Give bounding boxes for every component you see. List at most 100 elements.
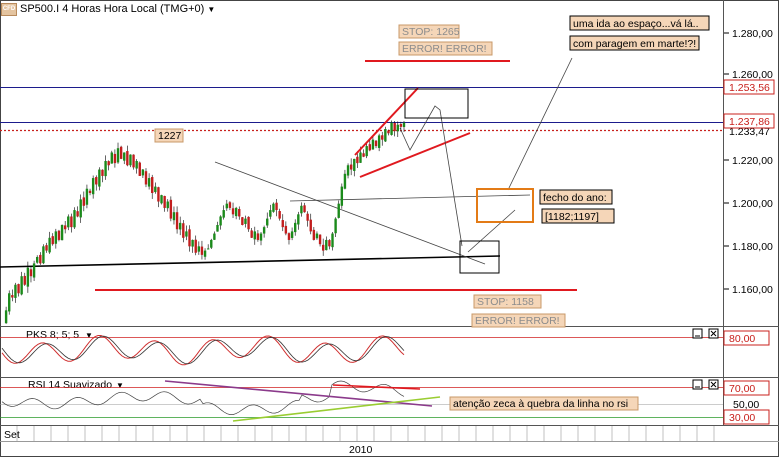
candle-bull — [353, 158, 356, 171]
candle-bear — [144, 171, 148, 185]
price-tick-label: 1.160,00 — [732, 284, 773, 296]
comment-box: uma ida ao espaço...vá lá.. com paragem … — [569, 15, 710, 51]
candle-bear — [284, 225, 288, 234]
candle-bull — [290, 231, 294, 238]
candle-bear — [321, 244, 325, 251]
label-1227: 1227 — [154, 128, 184, 143]
candle-bear — [399, 123, 403, 127]
candle-bear — [241, 217, 244, 225]
candle-bear — [126, 151, 129, 166]
projection-path — [399, 105, 463, 247]
rsi-level-30-text: 30,00 — [729, 412, 755, 424]
candle-bear — [95, 177, 98, 185]
candle-bull — [325, 239, 328, 251]
rsi-dropdown-icon[interactable]: ▼ — [116, 381, 124, 390]
candle-bear — [250, 230, 253, 238]
candle-bear — [157, 187, 160, 202]
candle-bull — [141, 169, 145, 176]
candle-bull — [244, 218, 247, 224]
support-trendline — [0, 255, 501, 268]
candle-bull — [147, 178, 151, 187]
stop-label-bottom-text: STOP: 1158 — [477, 296, 534, 308]
chart-title: SP500.I 4 Horas Hora Local (TMG+0) — [20, 3, 205, 15]
candle-bull — [234, 207, 238, 217]
candle-bull — [60, 225, 64, 241]
candle-bear — [11, 295, 14, 298]
candle-bear — [194, 239, 197, 253]
stop-label-top: STOP: 1265 — [398, 24, 460, 39]
candle-bull — [110, 152, 113, 164]
candle-bull — [26, 267, 30, 287]
candle-bear — [356, 156, 359, 164]
year-close-line-2: [1182;1197] — [545, 211, 599, 223]
rsi-minimize-icon[interactable] — [692, 379, 703, 390]
candle-bull — [365, 146, 368, 157]
error-label-bottom: ERROR! ERROR! — [471, 313, 566, 328]
year-close-box — [476, 188, 534, 223]
candle-bull — [377, 135, 381, 148]
price-tick-label: 1.220,00 — [732, 155, 773, 167]
candle-bull — [4, 310, 8, 324]
candle-bear — [57, 230, 61, 240]
chart-header[interactable]: CFD SP500.I 4 Horas Hora Local (TMG+0) ▼ — [1, 2, 215, 16]
rsi-level-50-text: 50,00 — [733, 399, 759, 411]
candle-bull — [213, 233, 216, 240]
candle-bull — [48, 237, 51, 253]
candle-bull — [91, 178, 95, 195]
candle-bull — [129, 154, 132, 166]
candle-bear — [17, 284, 20, 294]
candle-bear — [107, 161, 110, 166]
rsi-level-70-text: 70,00 — [729, 383, 755, 395]
candle-bull — [14, 284, 17, 298]
candle-bear — [163, 195, 166, 208]
candle-bear — [76, 211, 79, 217]
candle-bear — [200, 246, 204, 255]
price-marker-current-label: 1.237,86 — [729, 116, 770, 128]
rsi-label[interactable]: RSI 14 Suavizado — [28, 379, 112, 391]
pks-panel-controls[interactable] — [692, 328, 719, 339]
candle-bear — [309, 219, 312, 232]
rsi-comment: atenção zeca à quebra da linha no rsi — [449, 396, 639, 411]
candle-bear — [275, 202, 278, 211]
price-axis: 1.280,00 1.260,00 1.220,00 1.200,00 1.18… — [724, 28, 773, 296]
candle-bull — [172, 212, 176, 221]
candle-bear — [228, 202, 232, 208]
candle-bear — [387, 130, 390, 134]
candle-bull — [294, 222, 297, 233]
candle-bull — [79, 199, 82, 218]
candle-bull — [191, 239, 194, 247]
candle-bull — [371, 139, 375, 150]
pks-minimize-icon[interactable] — [692, 328, 703, 339]
label-1227-text: 1227 — [158, 130, 182, 142]
candle-bear — [88, 190, 92, 193]
candle-bull — [166, 201, 169, 209]
price-marker-upper: 1.253,56 — [723, 79, 775, 95]
candle-bear — [368, 144, 372, 151]
candle-bear — [287, 233, 291, 240]
comment-pointer — [507, 57, 573, 191]
price-marker-current: 1.237,86 — [723, 113, 775, 129]
candle-bull — [259, 233, 263, 241]
candle-bear — [281, 220, 284, 228]
comment-line-2: com paragem em marte!?! — [573, 38, 696, 50]
candle-bear — [169, 199, 173, 219]
candle-bull — [269, 210, 272, 217]
dropdown-caret-icon[interactable]: ▼ — [207, 4, 216, 14]
stop-label-top-text: STOP: 1265 — [402, 26, 460, 38]
year-close-line-1: fecho do ano: — [543, 192, 607, 204]
candle-bull — [67, 216, 70, 228]
pks-label[interactable]: PKS 8; 5; 5 — [26, 329, 79, 341]
error-label-bottom-text: ERROR! ERROR! — [475, 315, 560, 327]
pks-dropdown-icon[interactable]: ▼ — [85, 331, 93, 340]
candle-bull — [54, 231, 58, 244]
rsi-panel-controls[interactable] — [692, 379, 719, 390]
candle-bull — [185, 231, 188, 237]
candle-bear — [381, 135, 384, 140]
rsi-comment-text: atenção zeca à quebra da linha no rsi — [453, 398, 628, 410]
candle-bull — [210, 239, 213, 248]
pks-level-text: 80,00 — [729, 333, 755, 345]
time-axis-year-label: 2010 — [349, 444, 373, 456]
candle-bull — [32, 263, 36, 278]
